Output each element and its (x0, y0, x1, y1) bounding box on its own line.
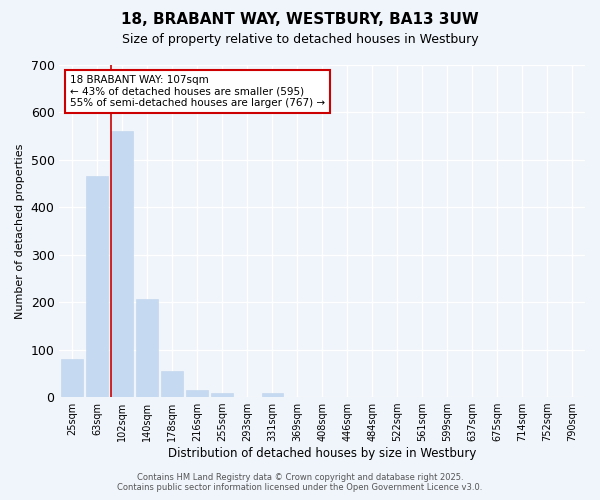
Bar (136, 299, 158, 397)
Bar (161, 371, 182, 397)
Y-axis label: Number of detached properties: Number of detached properties (15, 144, 25, 318)
X-axis label: Distribution of detached houses by size in Westbury: Distribution of detached houses by size … (168, 447, 476, 460)
Bar (61, 359, 83, 397)
Bar (262, 394, 283, 397)
Text: 18 BRABANT WAY: 107sqm
← 43% of detached houses are smaller (595)
55% of semi-de: 18 BRABANT WAY: 107sqm ← 43% of detached… (70, 75, 325, 108)
Bar (187, 390, 208, 397)
Text: Size of property relative to detached houses in Westbury: Size of property relative to detached ho… (122, 32, 478, 46)
Text: Contains HM Land Registry data © Crown copyright and database right 2025.
Contai: Contains HM Land Registry data © Crown c… (118, 473, 482, 492)
Bar (112, 132, 133, 397)
Bar (86, 176, 107, 397)
Bar (211, 394, 233, 397)
Text: 18, BRABANT WAY, WESTBURY, BA13 3UW: 18, BRABANT WAY, WESTBURY, BA13 3UW (121, 12, 479, 28)
